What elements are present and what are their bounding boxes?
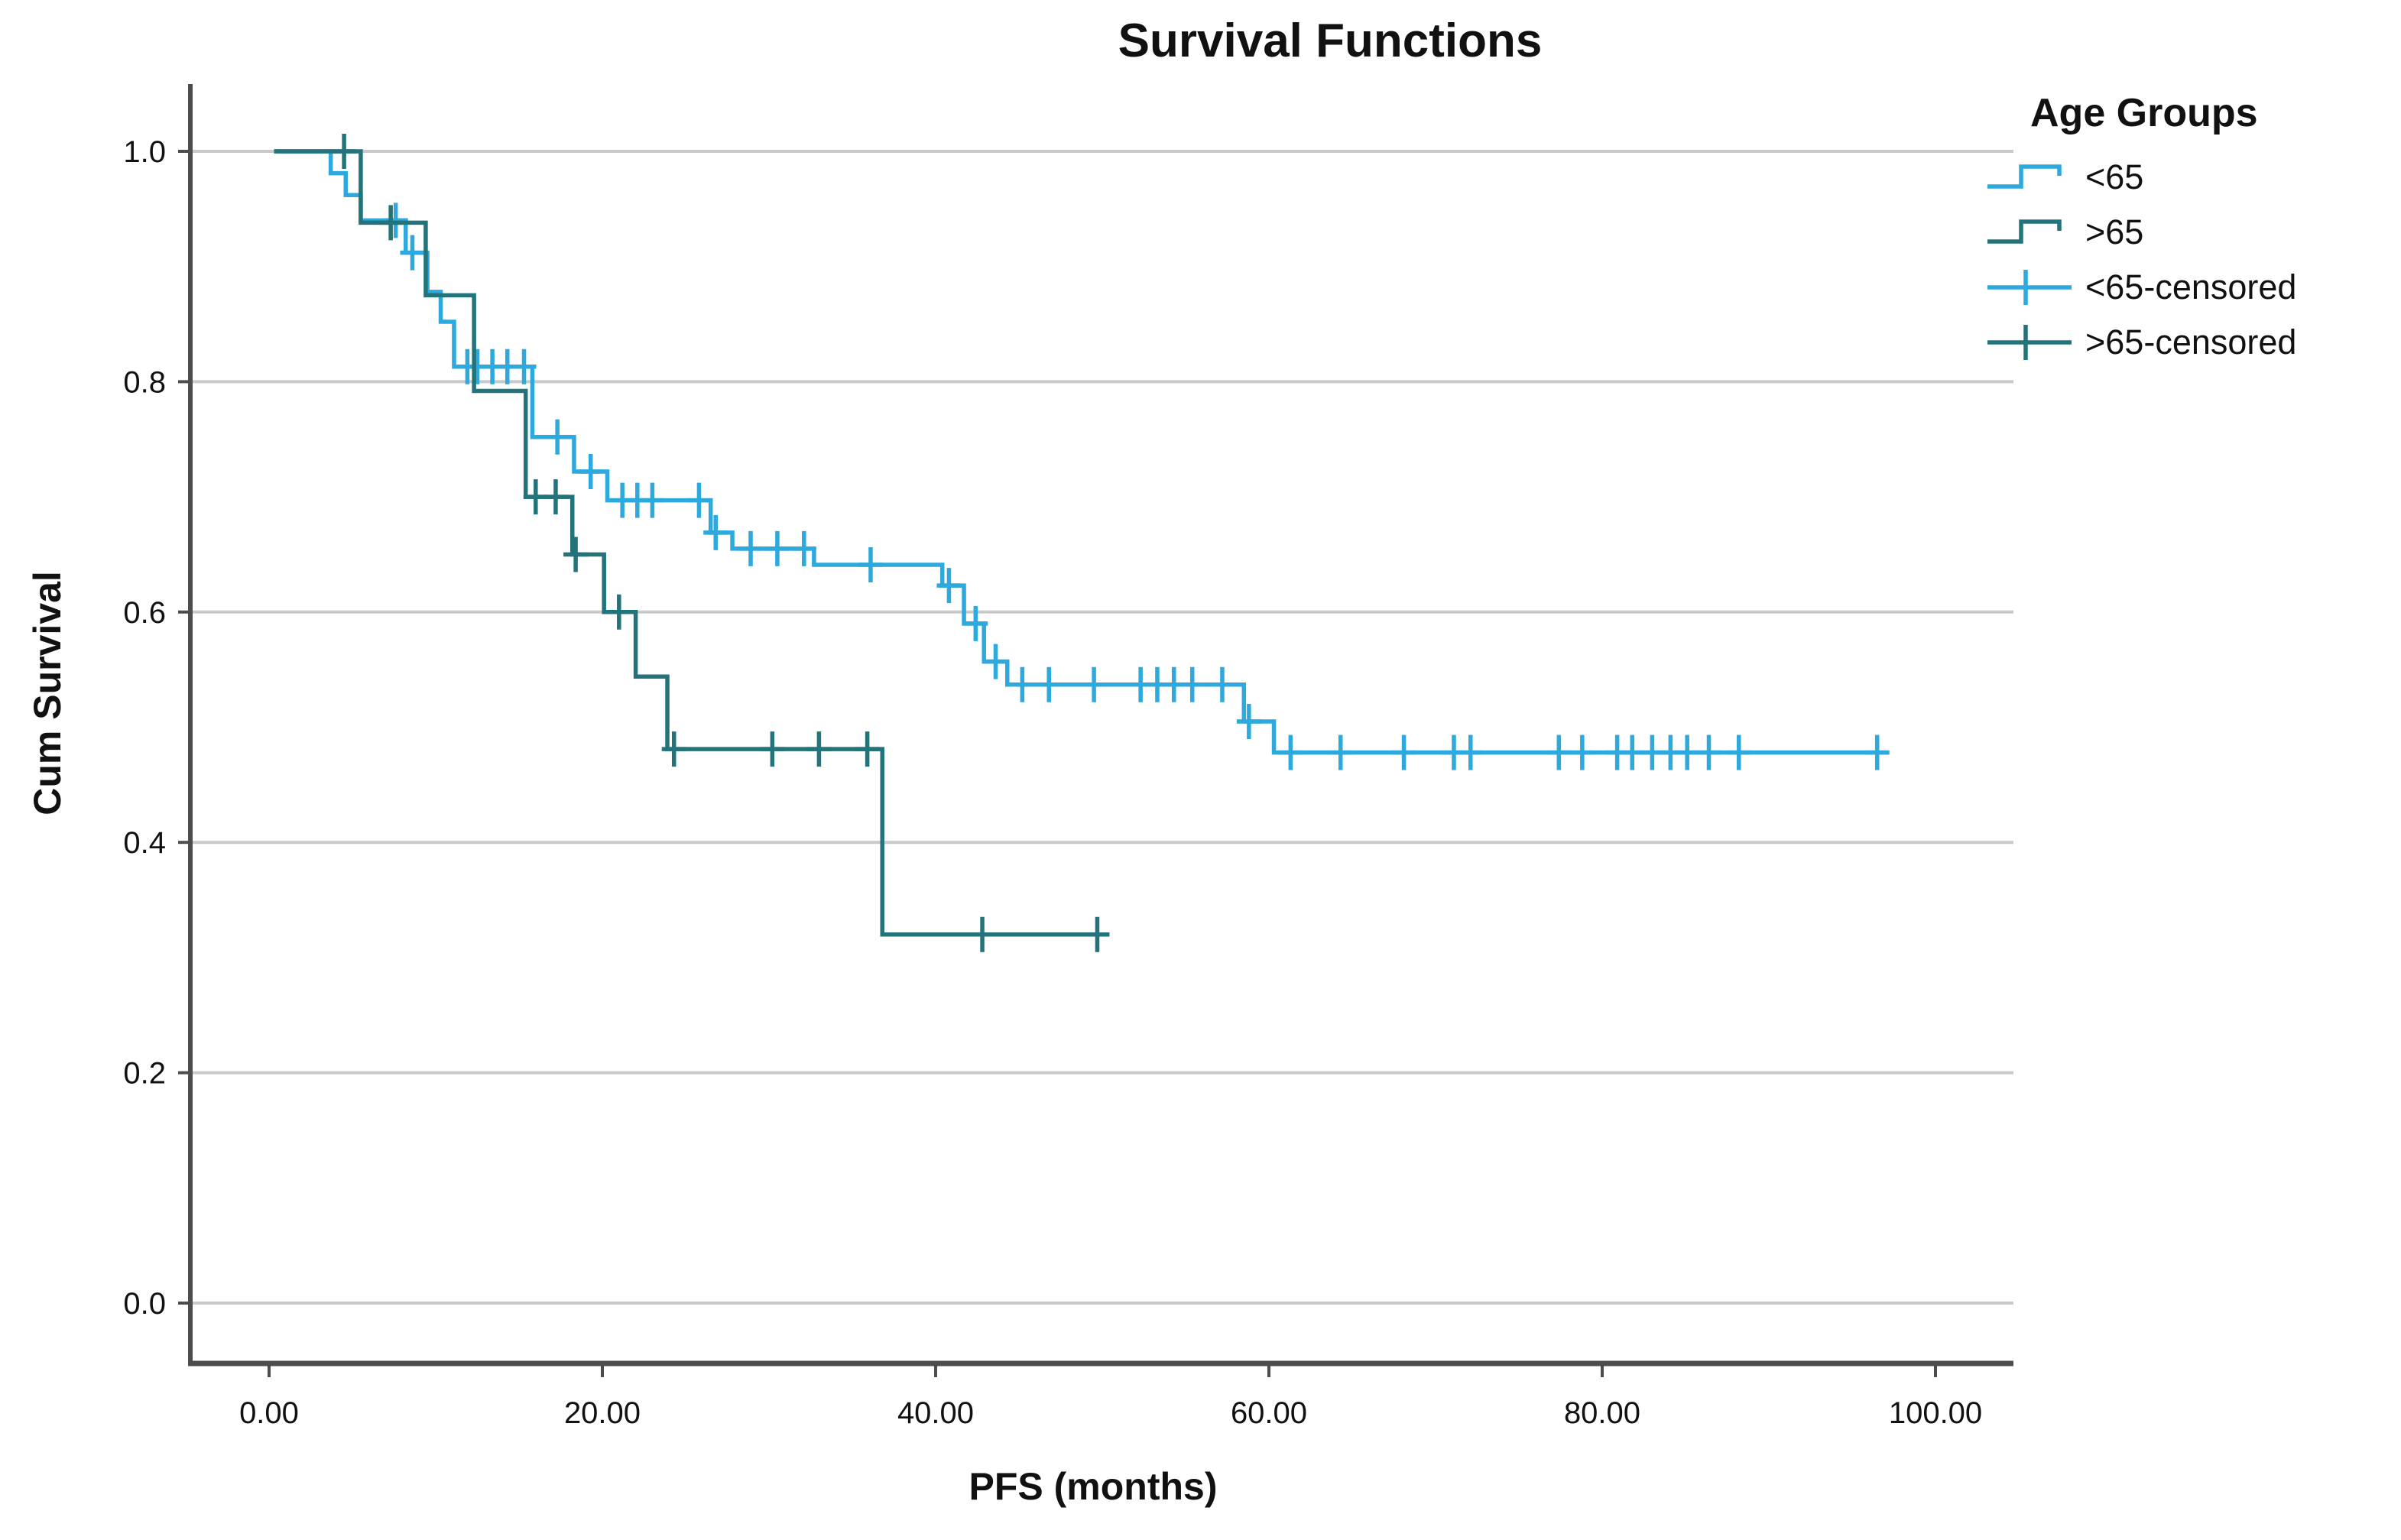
x-axis-title: PFS (months) — [969, 1465, 1218, 1508]
legend-item--65: >65 — [1986, 211, 2399, 254]
y-tick-label-0.8: 0.8 — [123, 365, 166, 399]
km-curve-under65 — [274, 149, 1889, 755]
legend-label: >65-censored — [2085, 323, 2297, 361]
y-tick-label-1: 1.0 — [123, 135, 166, 169]
x-tick-label-100: 100.00 — [1889, 1396, 1982, 1430]
legend-item--65-censored: <65-censored — [1986, 266, 2399, 309]
y-axis-title: Cum Survival — [26, 571, 69, 815]
km-curve-over65 — [274, 149, 1105, 937]
legend: Age Groups <65 >65 <65-censored >65-censore… — [1986, 90, 2399, 376]
y-tick-label-0: 0.0 — [123, 1287, 166, 1321]
step-line-icon — [1987, 219, 2062, 244]
x-tick-label-20: 20.00 — [564, 1396, 641, 1430]
y-tick-label-0.2: 0.2 — [123, 1057, 166, 1091]
x-tick-label-80: 80.00 — [1564, 1396, 1640, 1430]
censor-plus-icon — [1987, 325, 2072, 360]
legend-label: <65 — [2085, 157, 2144, 196]
legend-label: >65 — [2085, 212, 2144, 251]
y-tick-label-0.6: 0.6 — [123, 596, 166, 630]
y-tick-label-0.4: 0.4 — [123, 826, 166, 860]
legend-item--65: <65 — [1986, 156, 2399, 199]
x-tick-label-40: 40.00 — [897, 1396, 974, 1430]
chart-title: Survival Functions — [1118, 15, 1543, 67]
x-tick-label-0: 0.00 — [239, 1396, 299, 1430]
censor-plus-icon — [1987, 270, 2072, 305]
step-line-icon — [1987, 164, 2062, 189]
legend-items: <65 >65 <65-censored >65-censored — [1986, 156, 2399, 364]
x-tick-label-60: 60.00 — [1231, 1396, 1307, 1430]
legend-item--65-censored: >65-censored — [1986, 321, 2399, 364]
legend-title: Age Groups — [2030, 91, 2258, 135]
legend-label: <65-censored — [2085, 267, 2297, 306]
